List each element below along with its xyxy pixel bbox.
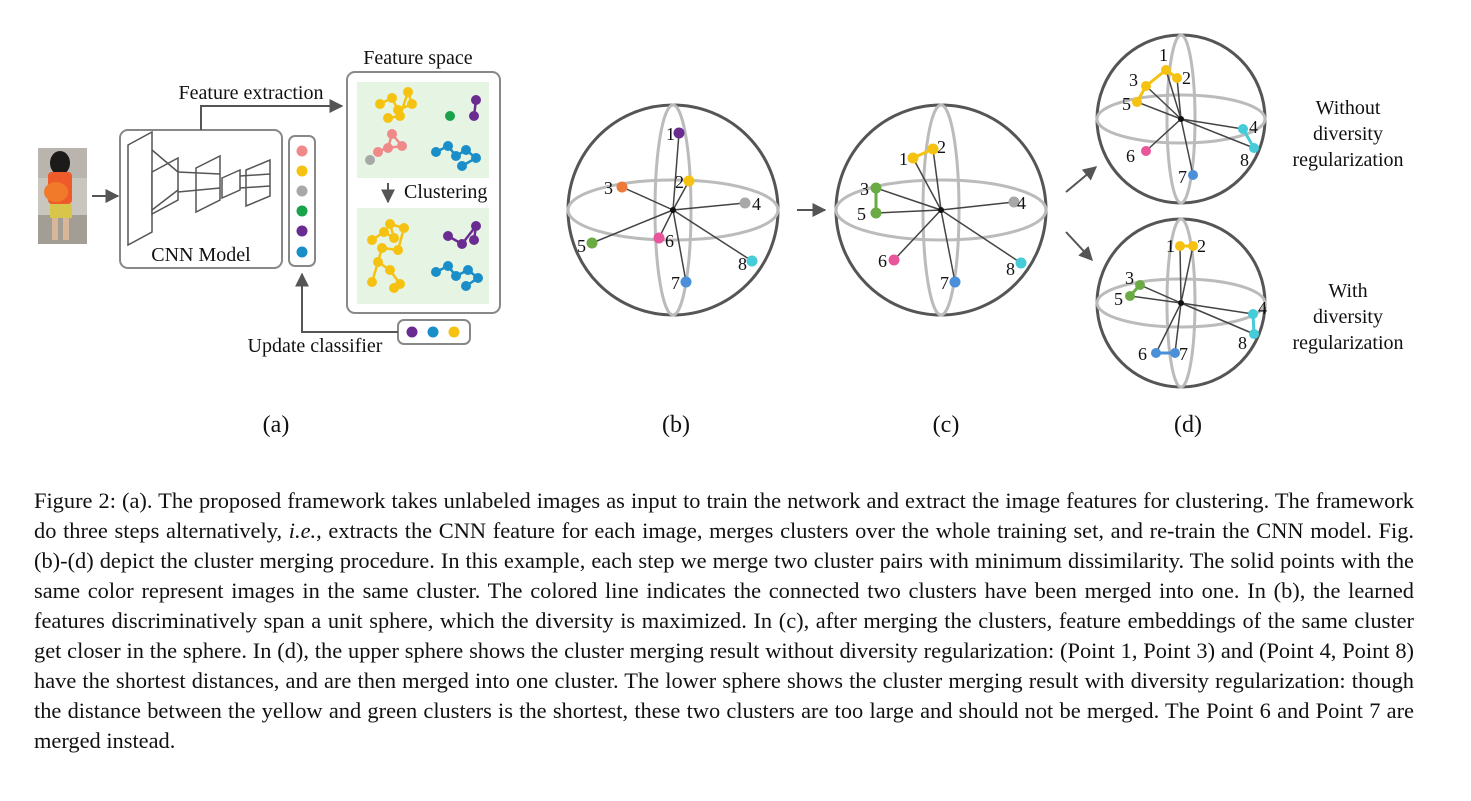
sublabel-d: (d) (1174, 412, 1202, 438)
svg-text:Without: Without (1316, 97, 1381, 119)
d-top-point-2: 2 (1182, 68, 1191, 88)
d-top-point-6: 6 (1126, 146, 1135, 166)
d-bottom-point-1: 1 (1166, 236, 1175, 256)
with-diversity-label: With diversity regularization (1292, 280, 1403, 354)
svg-text:diversity: diversity (1313, 306, 1383, 328)
feature-clusters-after (367, 219, 483, 293)
feature-space-box (346, 71, 501, 314)
arrow-c-to-d-bottom (1065, 231, 1093, 262)
c-point-5: 5 (857, 204, 866, 224)
d-bottom-point-8: 8 (1238, 333, 1247, 353)
panel-c-sphere: 1 2 3 4 5 6 7 8 (c) (834, 103, 1048, 438)
b-point-5: 5 (577, 236, 586, 256)
svg-text:With: With (1328, 280, 1367, 302)
caption-ie: i.e. (288, 518, 317, 543)
clustering-label: Clustering (404, 181, 487, 203)
cnn-layers-icon (127, 130, 271, 247)
b-point-7: 7 (671, 273, 680, 293)
sublabel-a: (a) (263, 412, 290, 438)
d-bottom-point-4: 4 (1258, 298, 1267, 318)
c-point-7: 7 (940, 273, 949, 293)
caption-part-2: , extracts the CNN feature for each imag… (34, 518, 1414, 753)
caption-part-1: Figure 2: (a). The proposed framework ta… (34, 488, 1414, 543)
d-top-point-3: 3 (1129, 70, 1138, 90)
d-top-point-4: 4 (1249, 117, 1258, 137)
update-classifier-label: Update classifier (248, 335, 383, 357)
b-point-1: 1 (666, 124, 675, 144)
d-bottom-point-3: 3 (1125, 268, 1134, 288)
b-point-6: 6 (665, 231, 674, 251)
input-person-image (38, 148, 87, 244)
c-point-4: 4 (1017, 193, 1026, 213)
classifier-box (288, 135, 316, 267)
b-point-2: 2 (675, 172, 684, 192)
d-bottom-point-2: 2 (1197, 236, 1206, 256)
c-point-8: 8 (1006, 259, 1015, 279)
figure-2: CNN Model Feature extraction Feature spa… (38, 33, 1404, 438)
c-point-6: 6 (878, 251, 887, 271)
b-point-8: 8 (738, 254, 747, 274)
d-top-point-1: 1 (1159, 45, 1168, 65)
b-point-4: 4 (752, 194, 761, 214)
d-bottom-point-5: 5 (1114, 289, 1123, 309)
c-point-2: 2 (937, 137, 946, 157)
feature-extraction-label: Feature extraction (179, 82, 324, 104)
c-point-1: 1 (899, 149, 908, 169)
panel-a: CNN Model Feature extraction Feature spa… (38, 47, 501, 438)
d-top-point-7: 7 (1178, 167, 1187, 187)
sublabel-b: (b) (662, 412, 690, 438)
without-diversity-label: Without diversity regularization (1292, 97, 1403, 171)
b-point-3: 3 (604, 178, 613, 198)
d-bottom-point-6: 6 (1138, 344, 1147, 364)
d-top-point-5: 5 (1122, 94, 1131, 114)
feature-clusters-before (365, 87, 481, 171)
cnn-model-label: CNN Model (151, 244, 251, 266)
svg-text:regularization: regularization (1292, 332, 1403, 354)
d-bottom-point-7: 7 (1179, 344, 1188, 364)
panel-d-bottom-sphere: 1 2 3 4 5 6 7 8 (1095, 217, 1267, 389)
panel-d-top-sphere: 1 2 3 4 5 6 7 8 (1095, 33, 1267, 205)
c-point-3: 3 (860, 179, 869, 199)
svg-text:diversity: diversity (1313, 123, 1383, 145)
arrow-c-to-d-top (1065, 166, 1098, 193)
d-top-point-8: 8 (1240, 150, 1249, 170)
panel-b-sphere: 1 2 3 4 5 6 7 8 (b) (566, 103, 780, 438)
sublabel-c: (c) (933, 412, 960, 438)
svg-text:regularization: regularization (1292, 149, 1403, 171)
figure-caption: Figure 2: (a). The proposed framework ta… (34, 486, 1414, 756)
feature-space-label: Feature space (363, 47, 473, 69)
